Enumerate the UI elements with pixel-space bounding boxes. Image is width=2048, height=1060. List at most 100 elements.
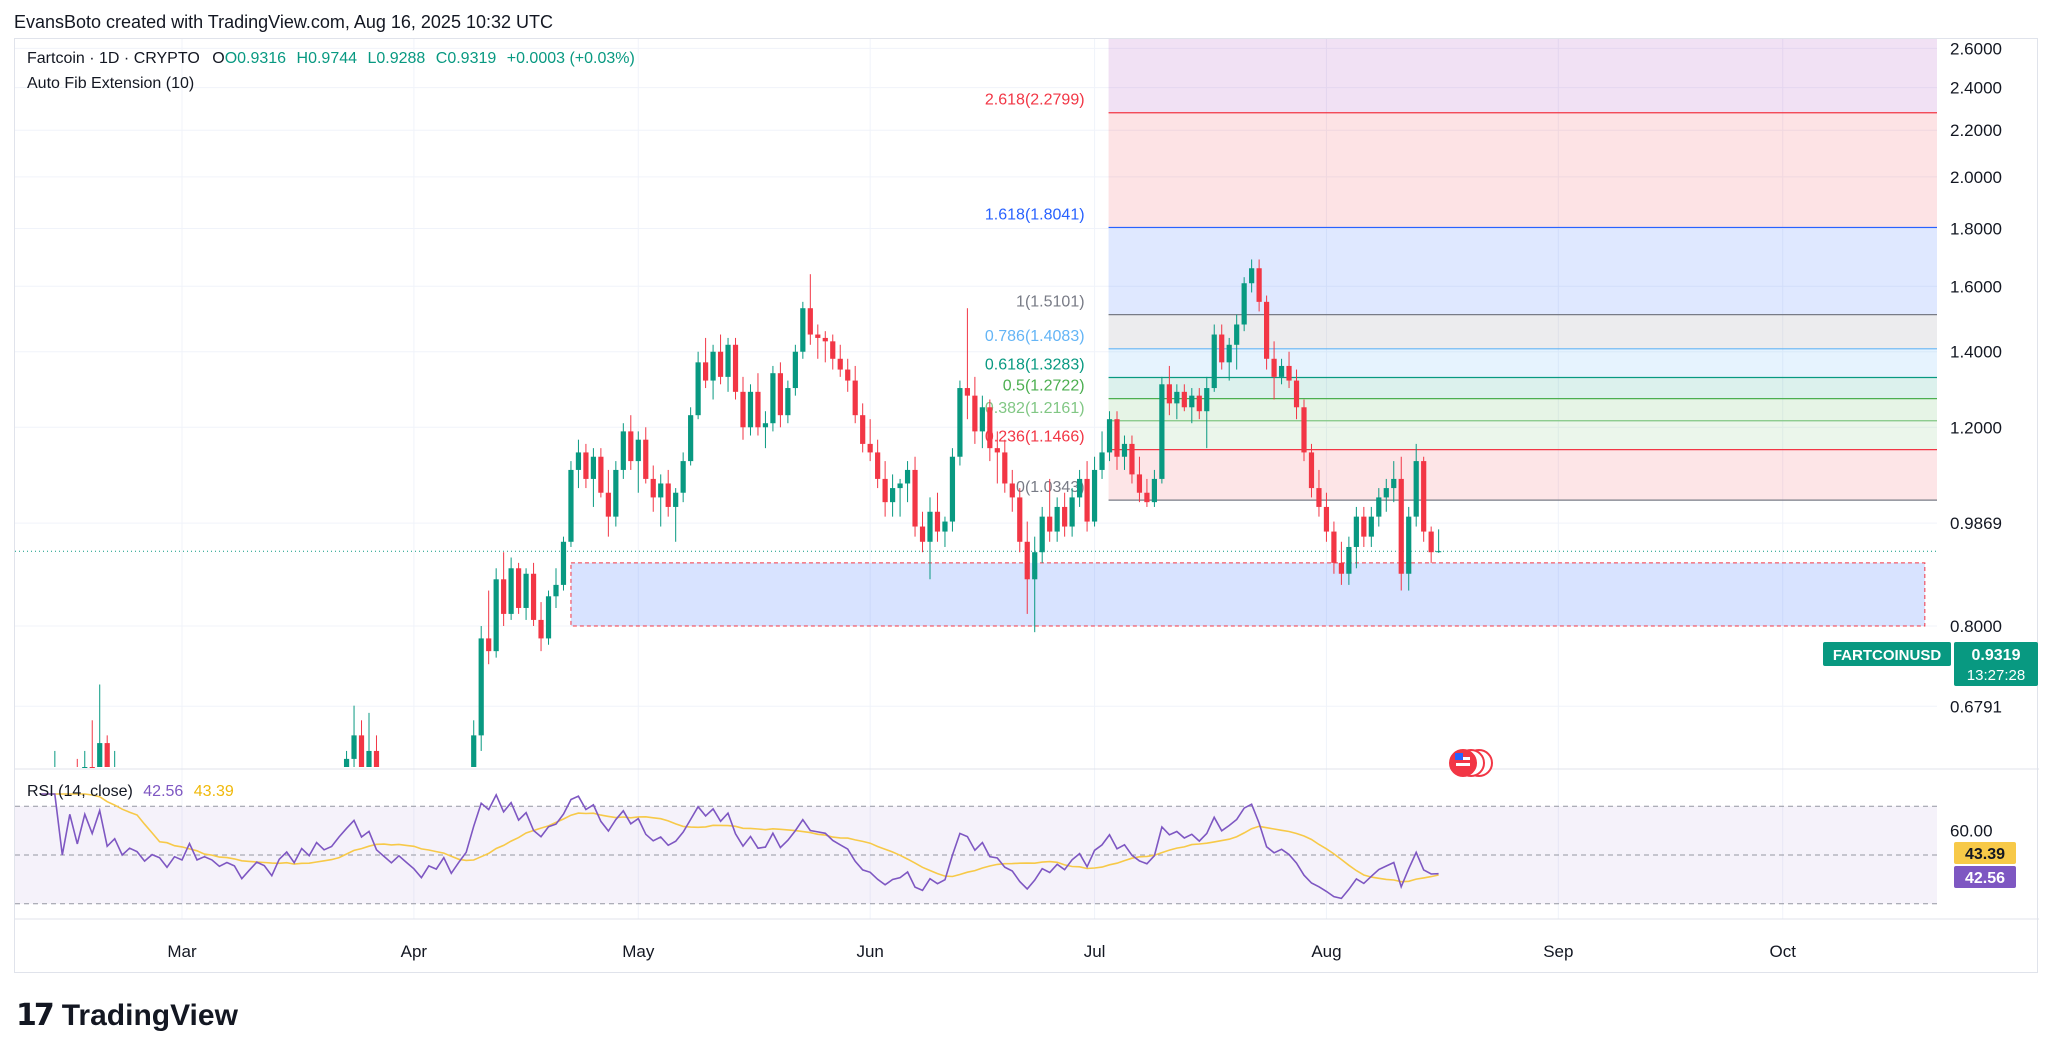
x-tick-jul: Jul — [1084, 942, 1106, 961]
candle — [927, 497, 933, 580]
rsi-ma-tag — [1954, 842, 2016, 864]
candle — [650, 465, 656, 512]
candle — [897, 478, 903, 517]
candle-body — [1421, 461, 1427, 532]
candle-body — [1077, 478, 1083, 498]
candle-body — [583, 452, 589, 479]
x-tick-jun: Jun — [856, 942, 883, 961]
candle — [1077, 469, 1083, 507]
candle-body — [1196, 395, 1202, 412]
candle — [1249, 259, 1255, 293]
candle — [665, 469, 671, 517]
economic-events-icon[interactable] — [1449, 749, 1493, 777]
candle-body — [800, 308, 806, 352]
candle — [553, 568, 559, 608]
candle — [785, 380, 791, 424]
candle-body — [755, 391, 761, 428]
candle-body — [875, 452, 881, 479]
candle-body — [762, 423, 769, 428]
candle-body — [538, 619, 544, 639]
candle — [1271, 341, 1277, 400]
candle-body — [1002, 452, 1008, 484]
price-tag-value: 0.9319 — [1972, 647, 2021, 664]
candle-body — [822, 337, 828, 342]
candle-body — [987, 407, 993, 449]
chart-frame[interactable]: 0(1.0343) 0.236(1.1466) 0.382(1.2161) 0.5(1… — [14, 38, 2039, 974]
candle — [1436, 529, 1442, 553]
candle — [508, 557, 514, 620]
candle-body — [1017, 497, 1023, 542]
candle — [1047, 478, 1053, 542]
candle — [867, 419, 873, 462]
candle — [800, 301, 806, 359]
candle-body — [1436, 551, 1442, 553]
candle-body — [882, 478, 888, 503]
candle — [471, 720, 477, 767]
y-tick-label: 1.4000 — [1950, 343, 2002, 362]
candle-body — [927, 511, 933, 542]
price-chart[interactable]: 0(1.0343) 0.236(1.1466) 0.382(1.2161) 0.5(1… — [15, 39, 2039, 974]
candle-body — [471, 735, 477, 767]
candle-body — [89, 767, 95, 768]
candle — [747, 384, 754, 436]
candle-body — [1099, 452, 1105, 470]
tradingview-logo[interactable]: 17 TradingView — [16, 998, 238, 1033]
candle-body — [1204, 388, 1210, 412]
candle-body — [1249, 268, 1255, 284]
candle — [545, 590, 552, 645]
candle — [1024, 521, 1030, 614]
candle-body — [1361, 516, 1367, 537]
candle — [1054, 497, 1060, 542]
candle — [1278, 358, 1285, 385]
candle — [875, 439, 881, 489]
rsi-line — [39, 793, 1439, 900]
candle — [1323, 492, 1330, 542]
candle — [777, 362, 783, 428]
candle-body — [732, 344, 739, 392]
candle — [957, 380, 963, 466]
candle-body — [747, 391, 754, 428]
candle — [762, 411, 769, 449]
legend-indicator[interactable]: Auto Fib Extension (10) — [27, 75, 194, 92]
candle — [1256, 259, 1262, 312]
chart-attribution: EvansBoto created with TradingView.com, … — [14, 12, 553, 32]
candle — [1346, 536, 1352, 585]
candle-body — [815, 334, 821, 338]
candle — [598, 448, 604, 498]
candle-body — [1039, 516, 1045, 553]
candle — [1383, 478, 1389, 512]
y-tick-label: 2.6000 — [1950, 39, 2002, 58]
candle-body — [560, 541, 567, 585]
candle — [1114, 411, 1120, 470]
candle — [1413, 443, 1419, 527]
candle-body — [1398, 478, 1404, 574]
candle-body — [1234, 324, 1240, 345]
candle-body — [1323, 506, 1330, 532]
candle — [358, 720, 365, 767]
candle-body — [358, 735, 365, 767]
candle — [680, 452, 686, 503]
candle — [1338, 541, 1344, 585]
candle — [1129, 435, 1135, 484]
candle — [1174, 384, 1180, 420]
legend-symbol[interactable]: Fartcoin · 1D · CRYPTO OO0.9316 H0.9744 … — [27, 50, 635, 67]
candle-body — [613, 469, 619, 517]
candle — [583, 443, 589, 489]
candle — [104, 735, 110, 767]
candle-body — [650, 478, 656, 498]
candle — [717, 334, 724, 385]
fib-band — [1108, 377, 1937, 399]
candle-body — [366, 750, 372, 767]
rsi-legend[interactable]: RSI (14, close) 42.56 43.39 — [27, 783, 234, 800]
candle — [1301, 399, 1307, 462]
price-tags: FARTCOINUSD 0.9319 13:27:28 43.39 42.56 — [1823, 642, 2038, 888]
candle-body — [658, 483, 664, 498]
candle — [1398, 456, 1404, 591]
candle — [1293, 369, 1300, 420]
y-tick-label: 0.9869 — [1950, 514, 2002, 533]
candle-body — [1129, 443, 1135, 475]
fib-label-0.5: 0.5(1.2722) — [1003, 378, 1085, 395]
candle — [673, 488, 679, 542]
rsi-y-tick: 60.00 — [1950, 822, 1993, 841]
candle-body — [1091, 469, 1098, 522]
